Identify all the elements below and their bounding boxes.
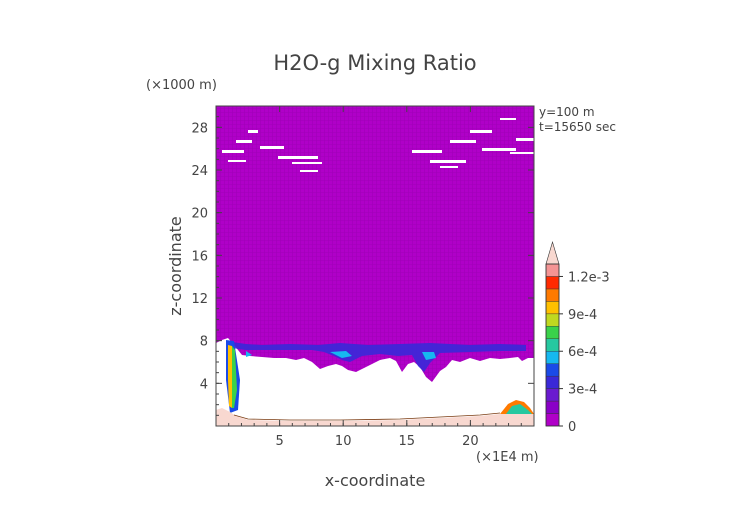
field-upper-layer <box>216 106 534 382</box>
field-mid-band <box>232 342 526 372</box>
colorbar-label: 9e-4 <box>568 308 597 323</box>
x-tick-label: 15 <box>399 434 416 449</box>
chart-title: H2O-g Mixing Ratio <box>273 51 476 75</box>
x-tick-label: 10 <box>335 434 352 449</box>
field-left-plume-edge <box>232 346 237 408</box>
annotation-y: y=100 m <box>539 105 595 119</box>
x-tick-label: 5 <box>275 434 283 449</box>
colorbar-label: 0 <box>568 420 576 435</box>
colorbar-segment <box>545 301 560 315</box>
colorbar-segment <box>545 388 560 402</box>
colorbar: 0 3e-4 6e-4 9e-4 1.2e-3 <box>545 240 610 435</box>
y-ticks: 4 8 12 16 20 24 28 <box>191 116 534 416</box>
annotation-t: t=15650 sec <box>539 120 616 134</box>
field-right-bump-inner <box>506 404 532 414</box>
colorbar-label: 1.2e-3 <box>568 270 610 285</box>
y-tick-label: 4 <box>200 377 208 392</box>
colorbar-segment <box>545 326 560 339</box>
colorbar-segment <box>545 351 560 364</box>
colorbar-label: 6e-4 <box>568 345 597 360</box>
field-surface-line <box>233 412 501 421</box>
y-tick-label: 28 <box>191 121 208 136</box>
colorbar-segment <box>545 363 560 377</box>
colorbar-segment <box>545 400 560 414</box>
x-unit-label: (×1E4 m) <box>476 450 539 465</box>
colorbar-segment <box>545 263 560 277</box>
y-axis-label: z-coordinate <box>166 216 185 316</box>
colorbar-frame <box>545 263 560 427</box>
colorbar-segment <box>545 288 560 302</box>
colorbar-segment <box>545 313 560 327</box>
colorbar-extension <box>545 240 560 265</box>
y-tick-label: 24 <box>191 164 208 179</box>
y-tick-label: 8 <box>200 335 208 350</box>
y-tick-label: 20 <box>191 207 208 222</box>
x-ticks: 5 10 15 20 <box>228 106 522 449</box>
x-tick-label: 20 <box>462 434 479 449</box>
colorbar-label: 3e-4 <box>568 383 597 398</box>
field-surface-layer <box>216 408 534 426</box>
heatmap-field <box>216 106 534 426</box>
colorbar-segment <box>545 375 560 389</box>
colorbar-segment <box>545 338 560 352</box>
colorbar-segment <box>545 413 560 427</box>
field-cyan-patches <box>246 351 436 360</box>
y-tick-label: 12 <box>191 292 208 307</box>
x-axis-label: x-coordinate <box>325 471 426 490</box>
colorbar-segment <box>545 276 560 290</box>
field-dry-speckles <box>222 118 534 172</box>
y-tick-label: 16 <box>191 249 208 264</box>
y-unit-label: (×1000 m) <box>146 78 217 93</box>
